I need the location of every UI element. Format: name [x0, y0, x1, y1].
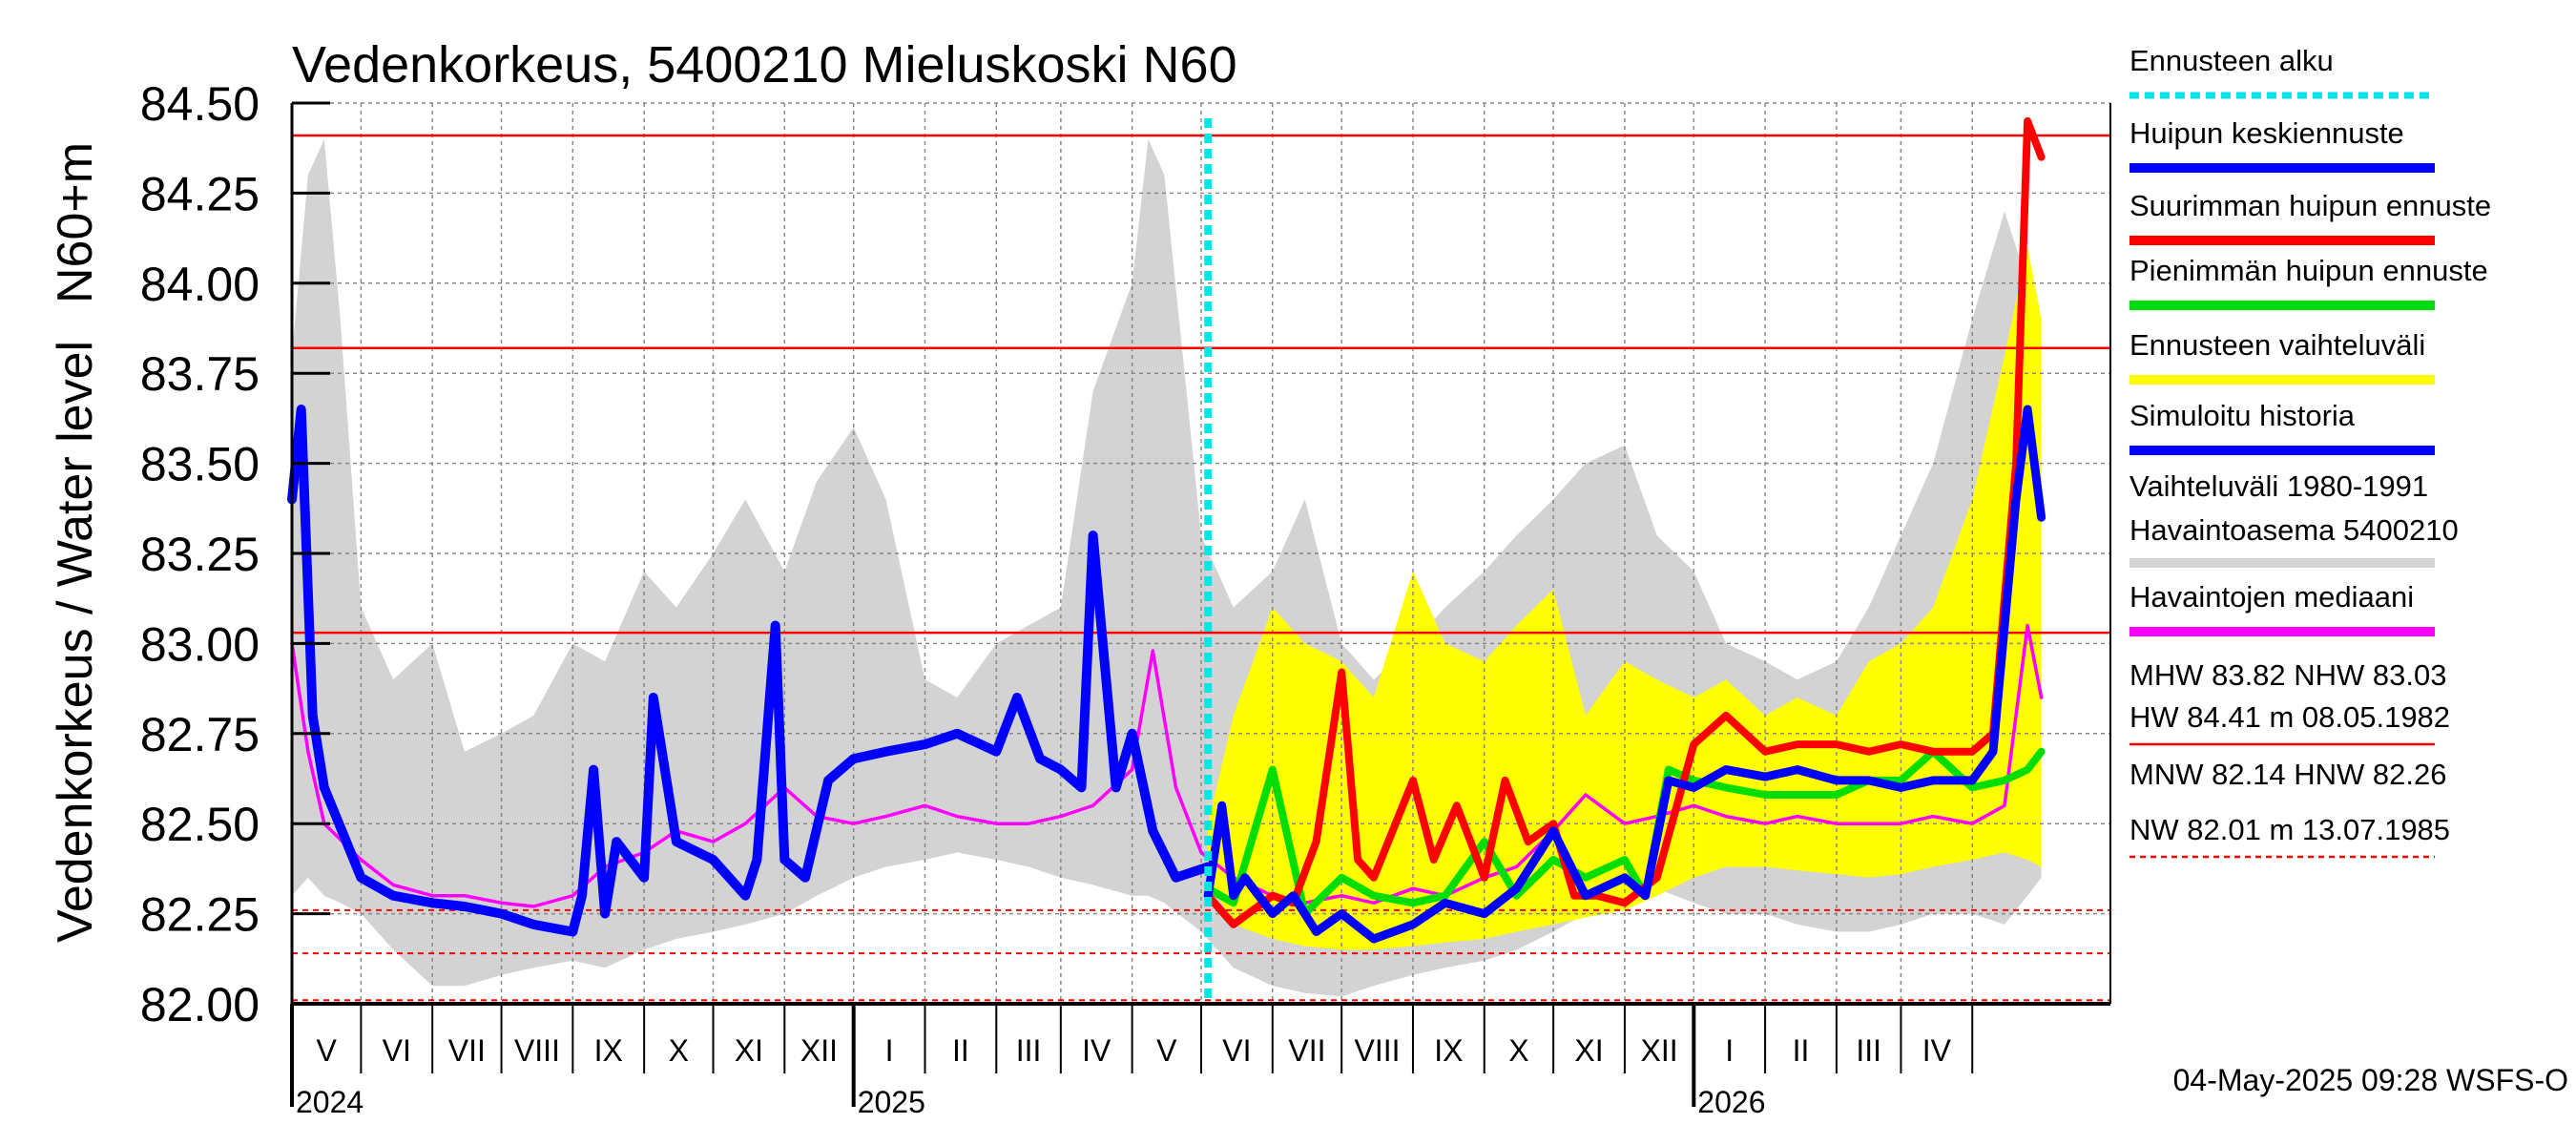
y-tick-label: 84.00	[140, 258, 260, 311]
y-tick-label: 84.25	[140, 167, 260, 220]
month-label: V	[1156, 1033, 1177, 1068]
legend-stats-text: MHW 83.82 NHW 83.03	[2129, 658, 2447, 692]
y-tick-label: 82.75	[140, 708, 260, 761]
y-tick-label: 84.50	[140, 77, 260, 131]
series-huipun-keskiennuste	[1203, 405, 2046, 944]
y-axis-unit-label: N60+m	[48, 142, 103, 303]
reference-lines	[292, 134, 2110, 1002]
month-label: II	[952, 1033, 969, 1068]
month-label: IV	[1082, 1033, 1111, 1068]
series-lines	[287, 116, 2046, 1004]
chart-title: Vedenkorkeus, 5400210 Mieluskoski N60	[292, 36, 1237, 94]
month-label: X	[1508, 1033, 1528, 1068]
month-label: XII	[800, 1033, 838, 1068]
month-label: VI	[383, 1033, 411, 1068]
month-label: IX	[1434, 1033, 1463, 1068]
y-tick-label: 82.50	[140, 798, 260, 851]
band-ennusteen-vaihteluv-li	[1208, 247, 2042, 950]
month-label: III	[1016, 1033, 1042, 1068]
legend-label: Simuloitu historia	[2129, 399, 2356, 432]
month-label: III	[1856, 1033, 1881, 1068]
month-label: XI	[1574, 1033, 1603, 1068]
month-label: VII	[448, 1033, 486, 1068]
series-havaintojen-mediaani	[290, 623, 2044, 908]
year-label: 2025	[858, 1085, 925, 1119]
timestamp: 04-May-2025 09:28 WSFS-O	[2173, 1063, 2568, 1097]
month-label: VIII	[1355, 1033, 1401, 1068]
legend: Ennusteen alku Huipun keskiennuste Suurimm…	[2129, 44, 2491, 859]
month-label: I	[885, 1033, 894, 1068]
legend-label: Havaintojen mediaani	[2129, 580, 2414, 614]
month-label: IV	[1922, 1033, 1952, 1068]
y-tick-label: 83.25	[140, 528, 260, 581]
year-label: 2024	[296, 1085, 364, 1119]
month-label: II	[1793, 1033, 1810, 1068]
legend-label: Pienimmän huipun ennuste	[2129, 254, 2488, 287]
legend-label: Havaintoasema 5400210	[2129, 513, 2459, 547]
month-label: VII	[1288, 1033, 1325, 1068]
axes-layer: 82.00 82.25 82.50 82.75 83.00 83.25 83.50 83.75…	[140, 77, 2111, 1119]
series-simuloitu-historia	[287, 405, 1214, 937]
legend-stats-text: HW 84.41 m 08.05.1982	[2129, 700, 2450, 734]
legend-label: Suurimman huipun ennuste	[2129, 189, 2491, 222]
legend-label: Huipun keskiennuste	[2129, 116, 2404, 150]
y-axis-label: Vedenkorkeus / Water level	[48, 341, 103, 943]
y-tick-label: 82.25	[140, 888, 260, 942]
month-label: V	[317, 1033, 338, 1068]
month-label: VI	[1222, 1033, 1251, 1068]
month-label: IX	[594, 1033, 623, 1068]
year-label: 2026	[1697, 1085, 1765, 1119]
y-tick-label: 82.00	[140, 978, 260, 1031]
legend-label: Ennusteen alku	[2129, 44, 2334, 77]
legend-stats-text: NW 82.01 m 13.07.1985	[2129, 813, 2450, 846]
legend-label: Ennusteen vaihteluväli	[2129, 328, 2425, 362]
month-label: VIII	[514, 1033, 560, 1068]
legend-stats-text: MNW 82.14 HNW 82.26	[2129, 758, 2447, 791]
y-tick-label: 83.00	[140, 617, 260, 671]
month-label: XI	[735, 1033, 763, 1068]
month-label: X	[669, 1033, 689, 1068]
y-tick-label: 83.75	[140, 347, 260, 401]
legend-label: Vaihteluväli 1980-1991	[2129, 469, 2428, 503]
y-tick-label: 83.50	[140, 438, 260, 491]
month-label: XII	[1641, 1033, 1678, 1068]
bands-layer	[292, 138, 2042, 997]
month-label: I	[1725, 1033, 1734, 1068]
